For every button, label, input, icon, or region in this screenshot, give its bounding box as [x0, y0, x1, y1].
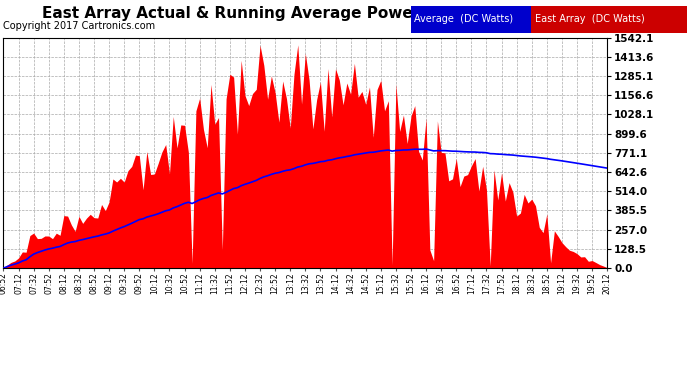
- Text: Average  (DC Watts): Average (DC Watts): [414, 14, 513, 24]
- Text: Copyright 2017 Cartronics.com: Copyright 2017 Cartronics.com: [3, 21, 155, 31]
- Text: East Array Actual & Running Average Power Thu Jul 20 20:21: East Array Actual & Running Average Powe…: [42, 6, 565, 21]
- Text: East Array  (DC Watts): East Array (DC Watts): [535, 14, 644, 24]
